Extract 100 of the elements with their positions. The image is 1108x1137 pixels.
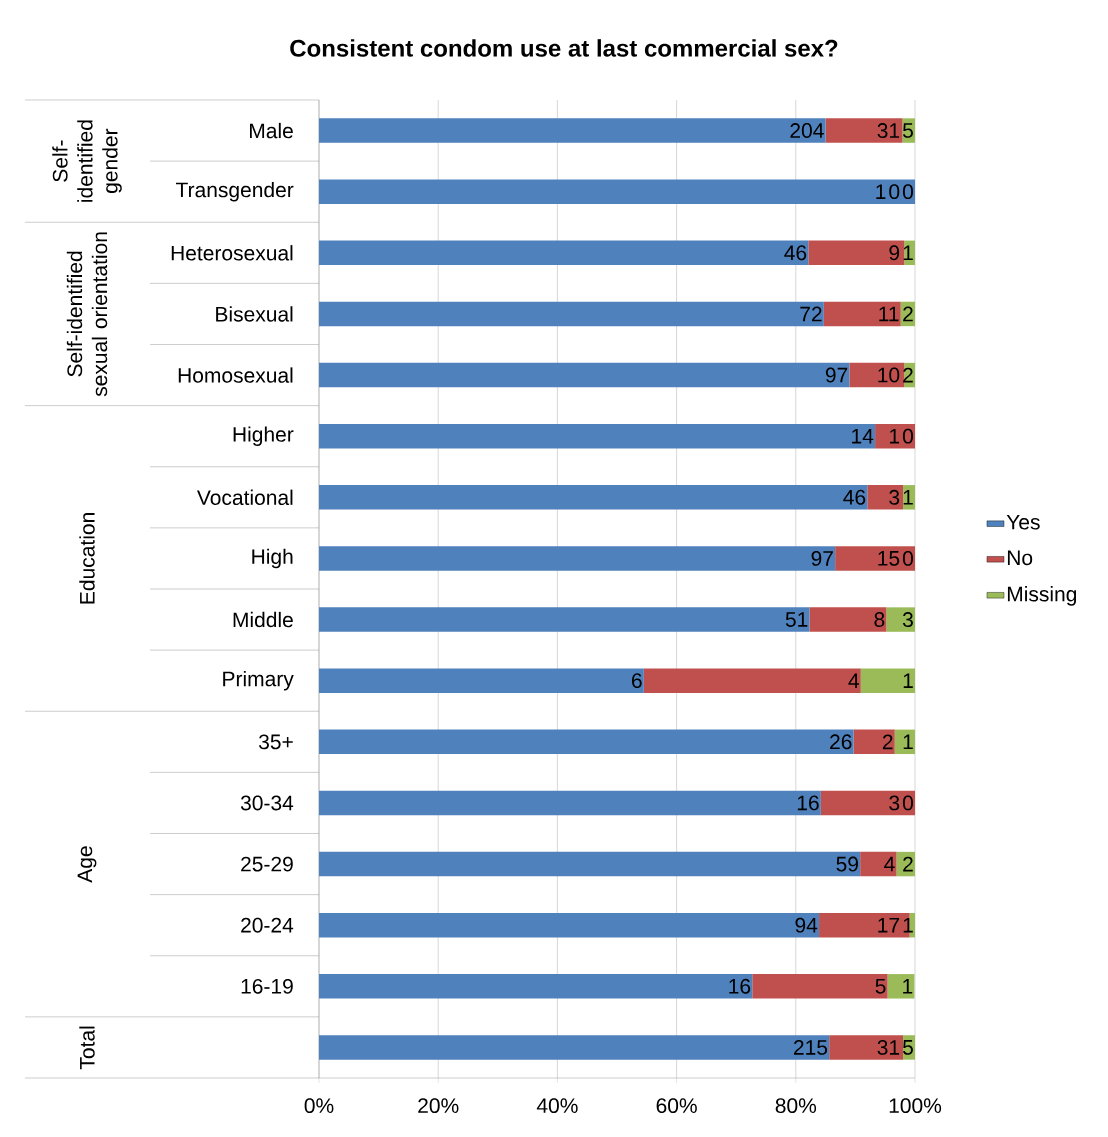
x-tick-label: 0% — [304, 1098, 334, 1114]
y-tick-label: Higher — [233, 426, 294, 446]
annotation: 51 — [785, 612, 808, 627]
annotation: 31 — [877, 123, 900, 138]
x-tick-label: 40% — [536, 1098, 578, 1114]
annotation: 204 — [790, 123, 824, 138]
bar — [319, 546, 836, 571]
bar — [319, 301, 824, 327]
annotation: 10 — [878, 367, 900, 383]
annotation: 2 — [903, 306, 913, 322]
annotation: 14 — [852, 428, 874, 444]
annotation: 0 — [902, 428, 913, 444]
annotation: 17 — [878, 917, 900, 933]
bar — [319, 423, 876, 449]
annotation: 15 — [878, 551, 900, 566]
annotation: 26 — [830, 734, 852, 750]
annotation: 11 — [879, 306, 899, 322]
y-tick-label: Male — [250, 122, 293, 139]
annotation: 3 — [902, 612, 913, 627]
annotation: 1 — [890, 428, 900, 444]
bar — [319, 851, 861, 877]
y-tick-label: Primary — [223, 670, 294, 691]
y-tick-label: 30-34 — [240, 795, 294, 811]
annotation: 4 — [848, 673, 859, 688]
annotation: 46 — [843, 489, 866, 505]
x-tick-label: 60% — [656, 1098, 697, 1114]
y-tick-label: 20-24 — [241, 917, 294, 933]
bar — [887, 974, 915, 999]
text: Self-identified sexual orientation — [66, 232, 108, 397]
bar — [319, 668, 644, 693]
annotation: 1 — [903, 490, 913, 505]
bar — [319, 240, 809, 266]
chart-title: Consistent condom use at last commercial sex? — [290, 39, 838, 57]
bar — [860, 668, 916, 693]
annotation: 5 — [902, 1040, 913, 1055]
bar — [643, 668, 861, 693]
annotation: 9 — [889, 245, 900, 261]
annotation: 4 — [884, 856, 895, 872]
annotation: 5 — [902, 123, 913, 138]
bar — [849, 362, 905, 388]
x-tick-label: 100% — [889, 1098, 942, 1114]
bar — [860, 851, 897, 877]
annotation: 1 — [903, 979, 913, 994]
bar — [319, 607, 810, 632]
annotation: 5 — [875, 978, 886, 994]
annotation: 8 — [874, 612, 885, 627]
text: Self-identified gender — [52, 120, 122, 202]
bar — [319, 790, 821, 816]
annotation: 97 — [811, 550, 833, 566]
legend-label: Missing — [1007, 586, 1077, 606]
bar — [867, 485, 904, 510]
annotation: 94 — [795, 917, 818, 933]
annotation: 59 — [836, 856, 858, 872]
annotation: 1 — [876, 184, 886, 199]
bar — [319, 179, 916, 204]
annotation: 3 — [889, 795, 900, 811]
legend-label: No — [1007, 550, 1033, 566]
bar — [319, 362, 850, 388]
bar — [319, 1035, 830, 1060]
bar — [319, 485, 868, 510]
bar — [825, 118, 903, 143]
y-tick-label: Heterosexual — [171, 245, 293, 261]
y-tick-label: 35+ — [258, 734, 293, 750]
bar — [808, 240, 905, 266]
bar — [752, 974, 888, 999]
text: Age — [77, 846, 97, 883]
annotation: 6 — [632, 673, 642, 689]
bar — [823, 301, 901, 327]
annotation: 3 — [889, 489, 900, 505]
annotation: 46 — [784, 245, 807, 261]
y-tick-label: 16-19 — [241, 978, 293, 994]
annotation: 31 — [877, 1040, 900, 1055]
annotation: 97 — [825, 367, 848, 383]
bar — [853, 729, 895, 755]
bar — [886, 607, 916, 632]
y-tick-label: Middle — [233, 611, 293, 628]
bar — [835, 546, 916, 571]
text: Total — [79, 1026, 95, 1070]
annotation: 1 — [903, 673, 913, 688]
x-tick-label: 20% — [418, 1098, 459, 1114]
annotation: 2 — [882, 734, 893, 750]
legend-label: Yes — [1006, 514, 1040, 530]
y-tick-label: 25-29 — [241, 856, 293, 872]
annotation: 16 — [729, 978, 751, 994]
bar — [809, 607, 887, 632]
annotation: 2 — [903, 856, 913, 872]
annotation: 0 — [902, 550, 913, 566]
text: Education — [79, 513, 95, 604]
annotation: 72 — [800, 306, 822, 322]
y-tick-label: Vocational — [196, 489, 293, 506]
y-tick-label: Bisexual — [216, 306, 293, 322]
y-tick-label: High — [252, 548, 293, 569]
annotation: 0 — [889, 184, 900, 200]
bar — [319, 912, 820, 938]
y-tick-label: Transgender — [175, 181, 294, 202]
annotation: 0 — [902, 184, 913, 200]
annotation: 1 — [903, 734, 913, 750]
annotation: 16 — [797, 795, 819, 811]
bar — [829, 1035, 904, 1060]
bar — [820, 790, 916, 816]
